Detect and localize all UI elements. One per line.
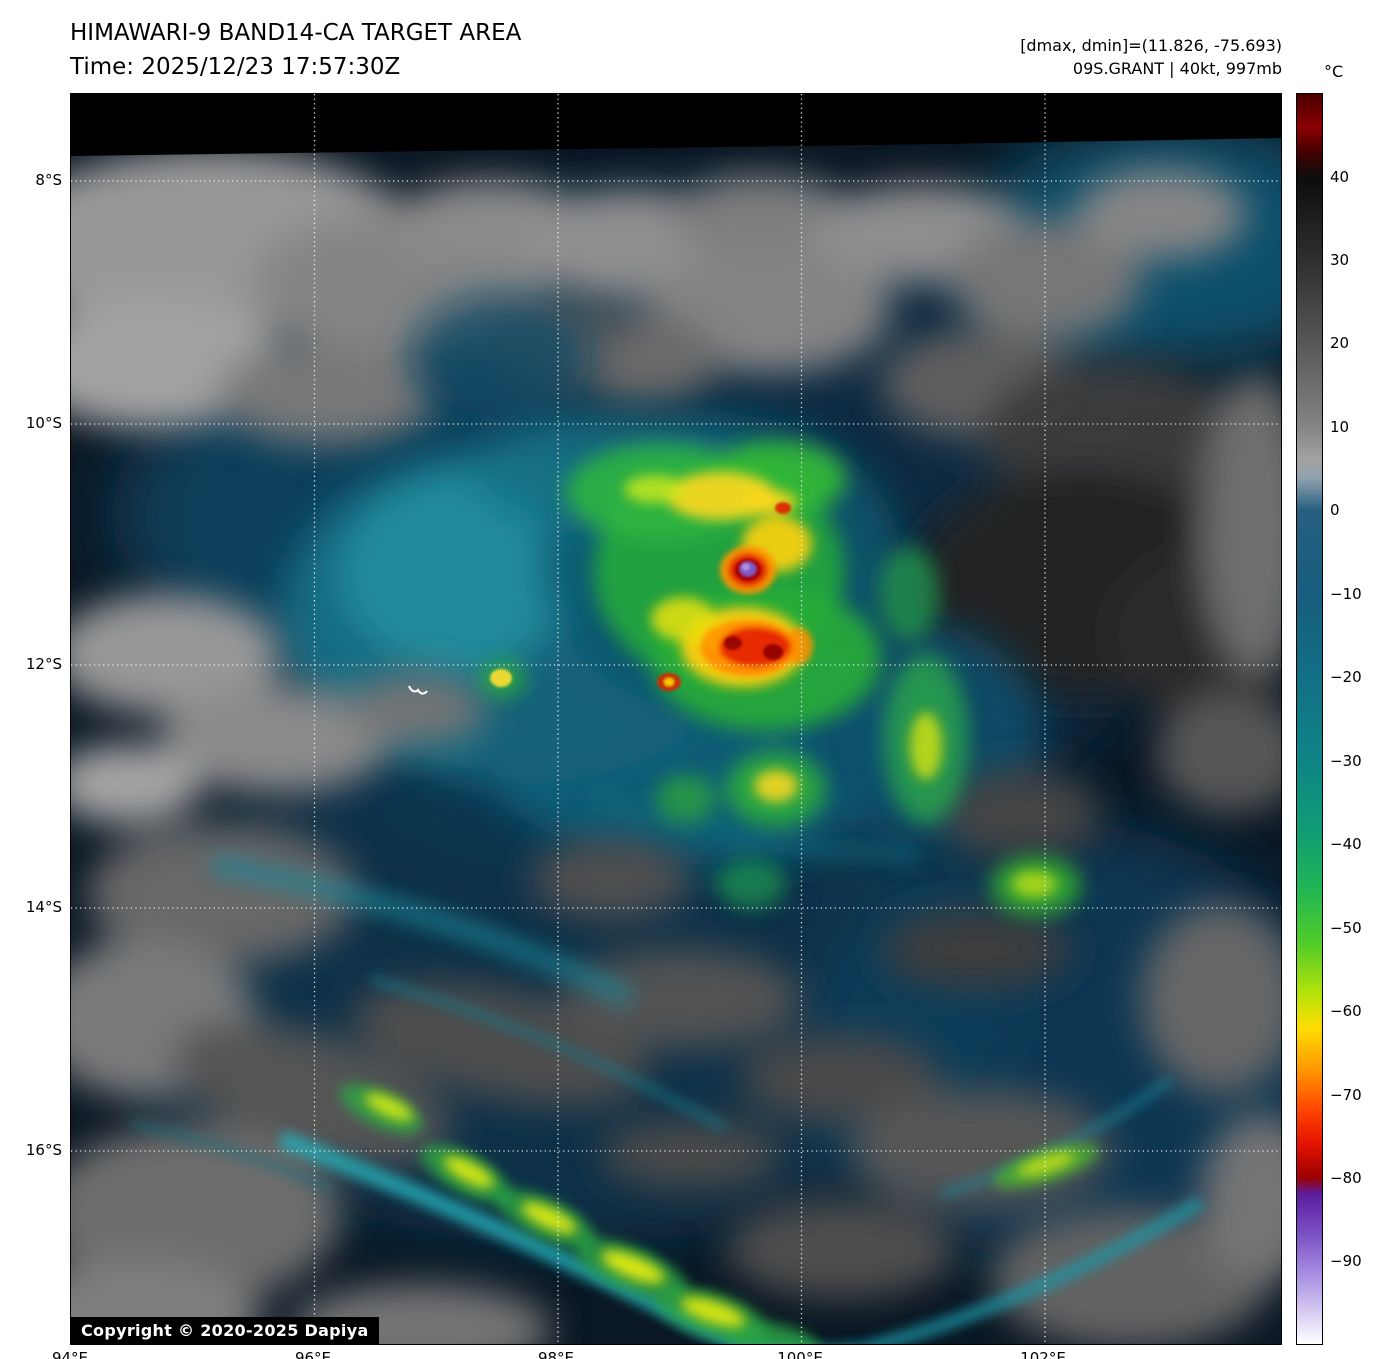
lon-tick-label: 98°E (537, 1349, 575, 1359)
colorbar-tick-label: −90 (1330, 1252, 1362, 1270)
convection-cores (490, 502, 813, 691)
satellite-ir-image (71, 94, 1281, 1344)
lon-tick-label: 100°E (777, 1349, 823, 1359)
lat-tick-label: 14°S (25, 898, 62, 916)
product-time: Time: 2025/12/23 17:57:30Z (70, 54, 401, 80)
annotation-block: [dmax, dmin]=(11.826, -75.693) 09S.GRANT… (1020, 34, 1282, 80)
colorbar-tick-label: −60 (1330, 1002, 1362, 1020)
gray-cloud-deck-north (71, 149, 1281, 814)
convection-yellow-layer (365, 472, 1075, 1327)
colorbar-tick-label: −70 (1330, 1086, 1362, 1104)
dmax-dmin-annotation: [dmax, dmin]=(11.826, -75.693) (1020, 36, 1282, 55)
colorbar-tick-label: 0 (1330, 501, 1340, 519)
lon-tick-label: 102°E (1020, 1349, 1066, 1359)
storm-info-annotation: 09S.GRANT | 40kt, 997mb (1072, 59, 1282, 78)
colorbar-tick-label: −80 (1330, 1169, 1362, 1187)
copyright-badge: Copyright © 2020-2025 Dapiya (71, 1317, 379, 1344)
lon-tick-label: 96°E (294, 1349, 332, 1359)
cyan-cloud-bands (130, 853, 1205, 1344)
lat-tick-label: 16°S (25, 1141, 62, 1159)
colorbar-tick-label: 40 (1330, 168, 1350, 186)
lat-tick-label: 8°S (35, 171, 62, 189)
colorbar-tick-label: −10 (1330, 585, 1362, 603)
no-data-strip (71, 94, 1281, 156)
gray-cloud-deck-south (71, 594, 1281, 1344)
colorbar (1296, 93, 1323, 1345)
colorbar-tick-label: 30 (1330, 251, 1350, 269)
colorbar-unit-label: °C (1324, 62, 1344, 81)
lat-tick-label: 12°S (25, 655, 62, 673)
satellite-map-frame: Copyright © 2020-2025 Dapiya (70, 93, 1282, 1345)
island-outline (407, 685, 428, 695)
colorbar-tick-label: −50 (1330, 919, 1362, 937)
colorbar-tick-label: −40 (1330, 835, 1362, 853)
colorbar-tick-label: 10 (1330, 418, 1350, 436)
lon-tick-label: 94°E (51, 1349, 89, 1359)
colorbar-tick-label: −20 (1330, 668, 1362, 686)
product-title: HIMAWARI-9 BAND14-CA TARGET AREA (70, 20, 522, 46)
gridlines (71, 94, 1281, 1344)
lat-tick-label: 10°S (25, 414, 62, 432)
colorbar-tick-label: 20 (1330, 334, 1350, 352)
colorbar-tick-label: −30 (1330, 752, 1362, 770)
